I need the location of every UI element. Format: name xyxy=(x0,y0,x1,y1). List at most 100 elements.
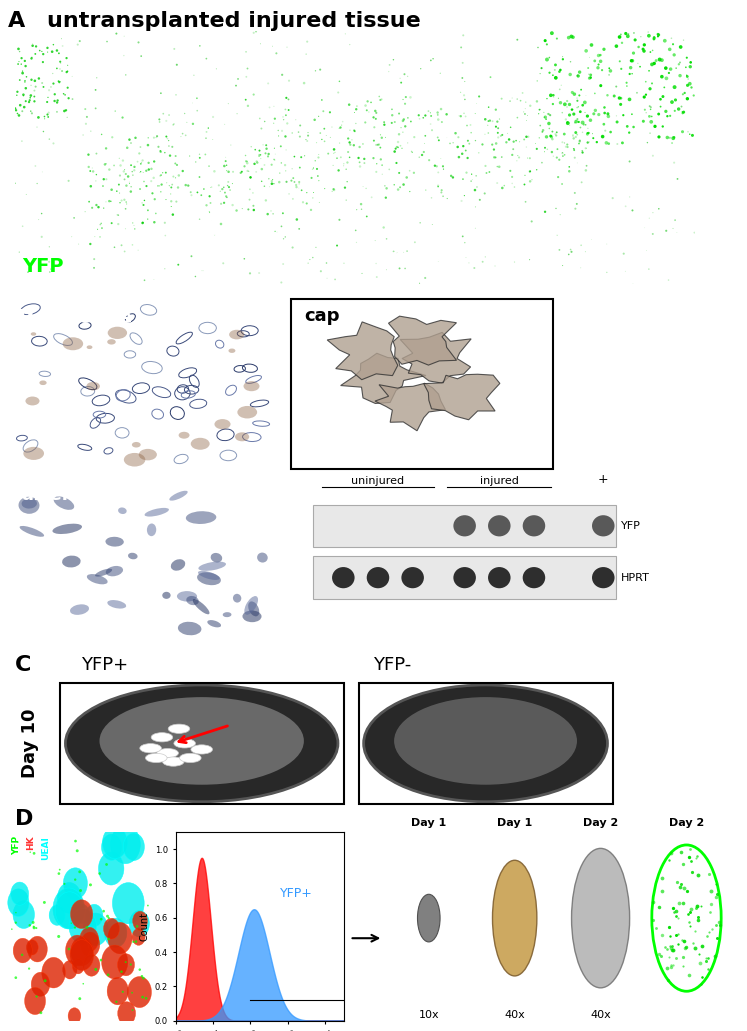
Point xyxy=(536,60,548,76)
Point xyxy=(349,123,361,139)
Point xyxy=(36,229,48,245)
Point xyxy=(62,57,74,73)
Point xyxy=(601,264,613,280)
Point xyxy=(306,161,318,177)
Point xyxy=(119,192,131,208)
Point xyxy=(143,161,155,177)
Point xyxy=(557,145,568,162)
Point xyxy=(338,156,350,172)
Point xyxy=(574,88,586,104)
Polygon shape xyxy=(327,322,398,379)
Point xyxy=(135,155,147,171)
Ellipse shape xyxy=(170,491,187,501)
Point xyxy=(669,212,681,229)
Text: A: A xyxy=(7,11,25,31)
Point xyxy=(562,139,574,156)
Point xyxy=(134,164,146,180)
Point xyxy=(545,87,557,103)
Point xyxy=(585,67,597,84)
Point xyxy=(654,91,666,107)
Point xyxy=(196,262,208,278)
Point xyxy=(637,41,649,58)
Point xyxy=(24,90,36,106)
Point xyxy=(567,29,579,45)
Point xyxy=(661,129,673,145)
Point xyxy=(335,117,347,133)
Point xyxy=(582,120,594,136)
Point xyxy=(357,178,369,195)
Point xyxy=(596,62,608,78)
Point xyxy=(250,24,262,40)
Point xyxy=(480,158,492,174)
Point xyxy=(548,89,560,105)
Point xyxy=(95,952,107,968)
Point xyxy=(393,126,405,142)
Point xyxy=(248,87,260,103)
Point xyxy=(639,220,651,236)
Point xyxy=(537,122,549,138)
Point xyxy=(134,139,146,156)
Point xyxy=(199,146,211,163)
Point xyxy=(282,91,294,107)
Point xyxy=(531,93,543,109)
Point xyxy=(311,161,323,177)
Point xyxy=(626,106,638,123)
Point xyxy=(244,265,256,281)
Point xyxy=(342,130,354,146)
Point xyxy=(43,81,55,98)
Point xyxy=(31,119,43,135)
Circle shape xyxy=(157,749,179,758)
Point xyxy=(639,37,651,54)
Point xyxy=(642,134,654,151)
Point xyxy=(414,110,426,127)
Polygon shape xyxy=(341,354,426,403)
Point xyxy=(321,270,333,287)
Point xyxy=(496,127,508,143)
Point xyxy=(450,125,462,141)
Point xyxy=(20,186,32,202)
Point xyxy=(215,215,227,232)
Point xyxy=(120,954,131,970)
Point xyxy=(17,87,29,103)
Point xyxy=(69,920,81,936)
Point xyxy=(445,168,457,185)
Point xyxy=(581,126,593,142)
Point xyxy=(205,179,217,196)
Point xyxy=(255,173,267,190)
Point xyxy=(598,99,610,115)
Point xyxy=(268,175,280,192)
Point xyxy=(610,107,622,124)
Point xyxy=(264,99,276,115)
Point xyxy=(279,128,291,144)
Point xyxy=(242,201,254,218)
Point xyxy=(90,166,102,182)
Point xyxy=(660,941,672,958)
Point xyxy=(167,117,179,133)
Point xyxy=(365,94,377,110)
Point xyxy=(22,264,34,280)
Point xyxy=(281,39,293,56)
Point xyxy=(248,202,260,219)
Point xyxy=(520,94,532,110)
Point xyxy=(143,155,155,171)
Point xyxy=(524,163,536,179)
Point xyxy=(486,136,498,153)
Point xyxy=(692,912,704,929)
Point xyxy=(37,124,49,140)
Point xyxy=(312,149,324,166)
Point xyxy=(137,214,149,231)
Circle shape xyxy=(63,337,83,351)
Point xyxy=(595,46,607,63)
Point xyxy=(342,143,354,160)
Point xyxy=(368,109,379,126)
Point xyxy=(566,85,578,101)
Circle shape xyxy=(102,827,127,859)
Point xyxy=(223,173,235,190)
Point xyxy=(283,72,295,89)
Point xyxy=(165,186,177,202)
Point xyxy=(647,204,659,221)
Point xyxy=(435,151,447,167)
Point xyxy=(601,236,613,253)
Point xyxy=(663,852,675,868)
Point xyxy=(693,945,705,962)
